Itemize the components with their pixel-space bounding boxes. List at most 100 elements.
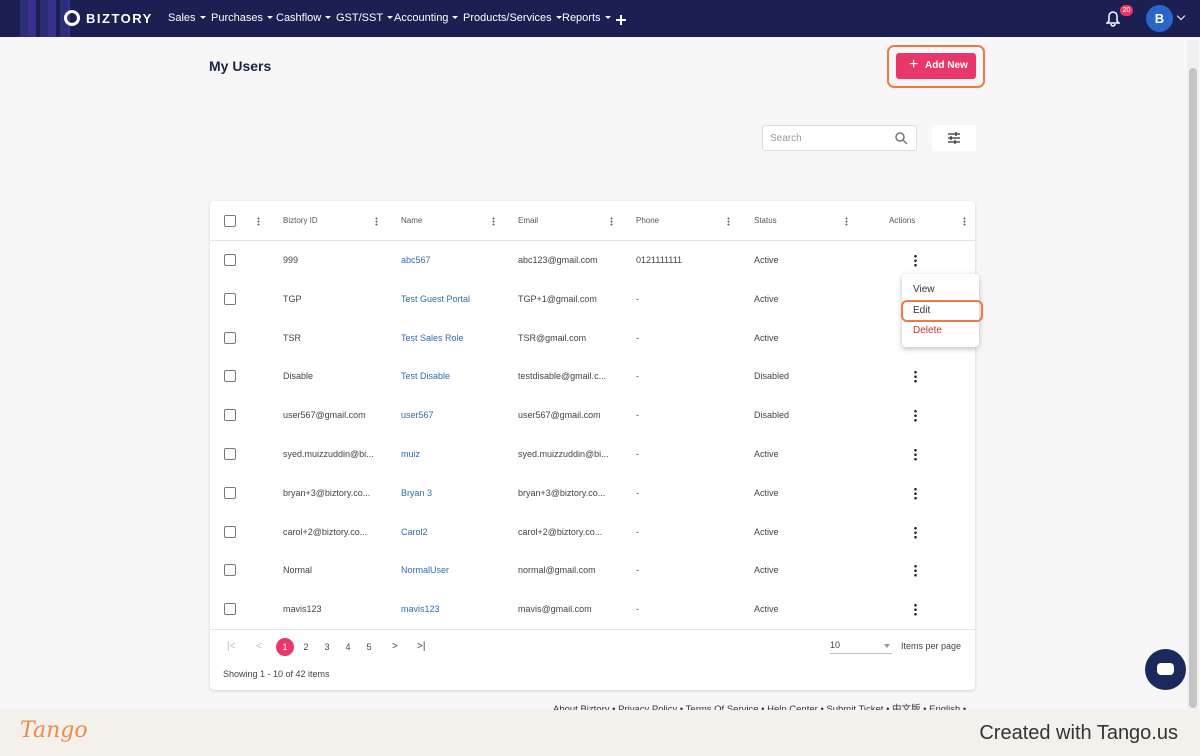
row-checkbox[interactable] xyxy=(224,603,236,616)
cell: Active xyxy=(754,449,779,459)
cell: abc123@gmail.com xyxy=(518,255,598,265)
cell: - xyxy=(636,526,639,537)
header-divider xyxy=(210,240,975,241)
caret xyxy=(884,644,890,651)
cell: user567@gmail.com xyxy=(518,410,601,421)
row-checkbox[interactable] xyxy=(224,292,236,305)
row-actions[interactable] xyxy=(914,370,917,384)
page-number[interactable]: 5 xyxy=(366,642,372,652)
column-menu[interactable] xyxy=(492,217,495,226)
user-name-link[interactable]: muiz xyxy=(401,449,421,459)
column-header: Email xyxy=(518,216,539,225)
last-page[interactable]: >| xyxy=(417,641,426,652)
search-box[interactable]: Search xyxy=(762,125,917,151)
nav-item[interactable]: Accounting xyxy=(394,12,459,24)
cell: TSR@gmail.com xyxy=(518,332,587,343)
header-checkbox[interactable] xyxy=(224,215,236,227)
caret xyxy=(199,16,206,22)
row-actions[interactable] xyxy=(914,564,917,578)
filter-button[interactable] xyxy=(932,125,976,151)
page-number[interactable]: 4 xyxy=(345,642,351,652)
nav-item[interactable]: Cashflow xyxy=(276,12,332,24)
page-number[interactable]: 2 xyxy=(303,642,309,652)
cell: Active xyxy=(754,565,779,576)
user-name-link[interactable]: Carol2 xyxy=(401,526,428,537)
nav-item[interactable]: Purchases xyxy=(211,12,273,24)
user-name-link[interactable]: mavis123 xyxy=(401,604,440,615)
row-actions[interactable] xyxy=(914,409,917,423)
pagination-summary: Showing 1 - 10 of 42 items xyxy=(223,669,330,679)
column-menu[interactable] xyxy=(610,217,613,226)
menu-delete[interactable]: Delete xyxy=(913,325,942,336)
nav-item[interactable]: GST/SST xyxy=(336,12,394,24)
row-checkbox[interactable] xyxy=(224,525,236,538)
user-name-link[interactable]: NormalUser xyxy=(401,565,450,576)
chat-icon xyxy=(1157,663,1174,675)
row-actions[interactable] xyxy=(914,603,917,617)
first-page[interactable]: |< xyxy=(227,641,236,652)
nav-item[interactable]: Products/Services xyxy=(463,12,562,24)
top-nav: BIZTORY 20 B Sales Purchases Cashflow GST/S… xyxy=(0,0,1200,37)
brand-logo xyxy=(64,10,80,26)
row-actions[interactable] xyxy=(914,254,917,267)
user-name-link[interactable]: Test Sales Role xyxy=(401,332,464,343)
row-actions[interactable] xyxy=(914,486,917,500)
cell: - xyxy=(636,293,639,304)
pagination-divider xyxy=(210,629,975,630)
cell: - xyxy=(636,371,639,382)
add-new-button[interactable]: + Add New xyxy=(896,53,976,79)
column-header: Phone xyxy=(636,216,660,225)
user-name-link[interactable]: user567 xyxy=(401,410,434,421)
column-menu[interactable] xyxy=(963,217,966,226)
page-number[interactable]: 1 xyxy=(276,638,294,656)
row-checkbox[interactable] xyxy=(224,370,236,383)
menu-edit[interactable]: Edit xyxy=(913,305,931,316)
caret xyxy=(452,16,459,22)
column-menu[interactable] xyxy=(257,217,260,226)
caret xyxy=(266,16,273,22)
avatar[interactable]: B xyxy=(1146,5,1173,32)
nav-add[interactable] xyxy=(620,15,622,25)
cell: Disable xyxy=(283,371,314,382)
chat-button[interactable] xyxy=(1145,649,1186,690)
column-menu[interactable] xyxy=(375,217,378,226)
per-page-label: Items per page xyxy=(901,641,962,651)
row-checkbox[interactable] xyxy=(224,254,236,266)
page-number[interactable]: 3 xyxy=(324,642,330,652)
row-checkbox[interactable] xyxy=(224,448,236,460)
column-header: Status xyxy=(754,216,777,225)
user-name-link[interactable]: Test Guest Portal xyxy=(401,293,471,304)
row-checkbox[interactable] xyxy=(224,331,236,344)
watermark-bar: Tango Created with Tango.us xyxy=(0,710,1200,756)
cell: - xyxy=(636,332,639,343)
row-actions[interactable] xyxy=(914,448,917,461)
row-checkbox[interactable] xyxy=(224,564,236,577)
user-name-link[interactable]: Test Disable xyxy=(401,371,451,382)
nav-item[interactable]: Sales xyxy=(168,12,206,24)
nav-item[interactable]: Reports xyxy=(562,12,611,24)
row-actions[interactable] xyxy=(914,525,917,539)
watermark-logo: Tango xyxy=(20,718,88,743)
prev-page[interactable]: < xyxy=(256,641,262,652)
cell: Normal xyxy=(283,565,313,576)
watermark-text: Created with Tango.us xyxy=(979,722,1178,744)
page-title: My Users xyxy=(209,58,272,74)
footer-links: About Biztory • Privacy Policy • Terms O… xyxy=(553,701,966,715)
cell: syed.muizzuddin@bi... xyxy=(518,449,609,459)
brand-pattern xyxy=(20,0,70,37)
cell: 999 xyxy=(283,255,299,265)
next-page[interactable]: > xyxy=(392,641,398,652)
column-menu[interactable] xyxy=(727,217,730,226)
row-checkbox[interactable] xyxy=(224,409,236,422)
user-name-link[interactable]: abc567 xyxy=(401,255,431,265)
bell-icon[interactable] xyxy=(1106,11,1120,27)
cell: Disabled xyxy=(754,371,790,382)
user-name-link[interactable]: Bryan 3 xyxy=(401,487,433,498)
add-new-label: Add New xyxy=(925,60,968,71)
column-menu[interactable] xyxy=(845,217,848,226)
row-checkbox[interactable] xyxy=(224,486,236,499)
cell: carol+2@biztory.co... xyxy=(518,526,603,537)
per-page-select[interactable]: 10 xyxy=(830,640,892,654)
search-placeholder: Search xyxy=(770,133,802,144)
menu-view[interactable]: View xyxy=(913,284,935,295)
